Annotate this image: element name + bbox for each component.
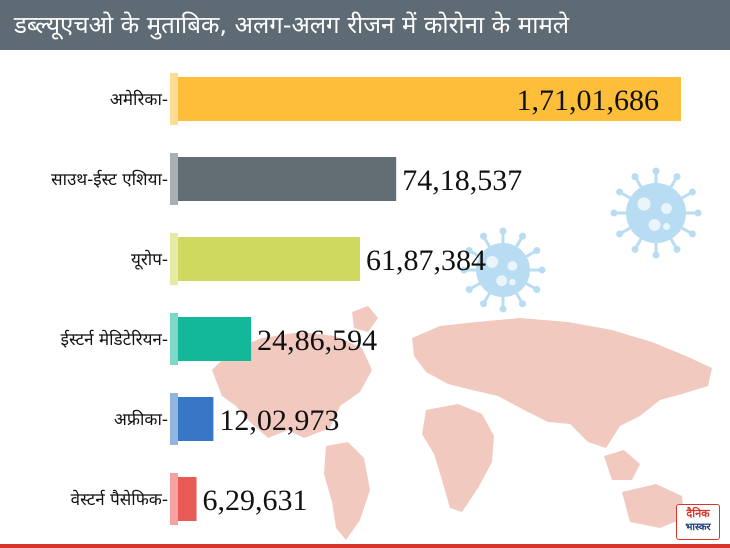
category-label: अफ्रीका- (114, 409, 168, 430)
bar-tab (170, 473, 178, 525)
bar (178, 397, 214, 441)
bar-chart: अमेरिका- 1,71,01,686 साउथ-ईस्ट एशिया- 74,18… (51, 73, 712, 540)
bar-tab (170, 393, 178, 445)
virus-icon (460, 227, 546, 313)
value-label: 74,18,537 (402, 164, 522, 197)
bar (178, 157, 397, 201)
brand-logo: दैनिक भास्कर (676, 504, 720, 540)
bar (178, 317, 252, 361)
value-label: 1,71,01,686 (517, 84, 660, 117)
bar-tab (170, 313, 178, 365)
bar-tab (170, 153, 178, 205)
value-label: 6,29,631 (203, 484, 308, 517)
bar-tab (170, 233, 178, 285)
category-label: अमेरिका- (110, 89, 168, 110)
category-label: यूरोप- (131, 249, 168, 270)
bar (178, 77, 681, 121)
virus-icon (610, 167, 702, 259)
bar-tab (170, 73, 178, 125)
bottom-accent-line (0, 544, 730, 548)
chart-title: डब्ल्यूएचओ के मुताबिक, अलग-अलग रीजन में … (0, 0, 730, 50)
category-label: वेस्टर्न पैसेफिक- (71, 489, 168, 510)
bar (178, 477, 197, 521)
value-label: 61,87,384 (366, 244, 486, 277)
value-label: 12,02,973 (219, 404, 339, 437)
category-label: ईस्टर्न मेडिटेरियन- (61, 329, 168, 350)
value-label: 24,86,594 (257, 324, 377, 357)
bar (178, 237, 360, 281)
category-label: साउथ-ईस्ट एशिया- (51, 169, 168, 190)
